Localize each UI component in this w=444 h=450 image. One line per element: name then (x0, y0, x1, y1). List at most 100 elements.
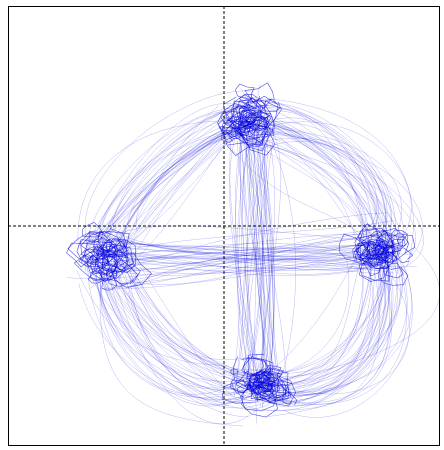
cluster-right-loop (390, 229, 408, 245)
cluster-right-loop (339, 233, 371, 263)
trajectory-line (129, 243, 376, 284)
cluster-top-loop (216, 110, 252, 135)
trajectory-line (247, 132, 380, 232)
trajectory-line (106, 244, 394, 274)
trajectory-line (81, 230, 367, 272)
cluster-left-loop (108, 243, 127, 256)
trajectory-line (223, 121, 384, 252)
trajectory-line (271, 267, 408, 397)
trajectory-line (94, 233, 388, 264)
trajectory-line (242, 128, 263, 376)
cluster-left-loop (89, 269, 103, 282)
trajectory-line (131, 237, 364, 287)
cluster-left-loop (104, 245, 136, 274)
trajectory-line (108, 232, 375, 257)
trajectory-line (247, 100, 387, 258)
trajectory-line (275, 241, 383, 393)
trajectory-line (239, 97, 388, 256)
trajectory-line (101, 107, 251, 246)
trajectory-line (231, 260, 384, 377)
cluster-right-loop (363, 256, 384, 277)
cluster-top-loop (238, 98, 283, 136)
trajectory-line (262, 114, 367, 247)
cluster-left-loop (97, 244, 108, 254)
trajectory-line (264, 244, 394, 386)
trajectory-line (118, 241, 384, 285)
trajectory-line (238, 136, 249, 374)
trajectory-line (102, 257, 262, 382)
cluster-left-loop (100, 238, 137, 273)
trajectory-line (250, 245, 364, 374)
cluster-top-loop (244, 82, 275, 108)
trajectory-line (99, 275, 241, 405)
trajectory-line (110, 247, 276, 397)
cluster-top-loop (253, 115, 271, 130)
trajectory-line (246, 123, 263, 374)
trajectory-line (241, 132, 275, 394)
cluster-bottom-loop (255, 377, 267, 388)
trajectory-line (85, 239, 392, 271)
cluster-right-loop (361, 244, 380, 257)
trajectory-line (271, 141, 296, 376)
cluster-right-loop (366, 244, 395, 263)
cluster-top-loop (239, 95, 279, 129)
trajectory-line (94, 245, 395, 274)
cluster-bottom-loop (244, 376, 275, 401)
cluster-top-loop (234, 83, 255, 100)
cluster-left-loop (110, 263, 141, 285)
trajectory-line (250, 132, 283, 390)
trajectory-line (261, 124, 282, 390)
trajectory-line (109, 111, 239, 259)
trajectory-line (111, 258, 393, 276)
cluster-left-loop (67, 231, 106, 264)
cluster-left-loop (108, 238, 125, 250)
phase-plot (8, 6, 440, 446)
trajectory-line (120, 257, 262, 360)
cluster-bottom-loop (248, 382, 269, 399)
cluster-left-loop (80, 231, 116, 260)
cluster-left-loop (98, 266, 117, 281)
cluster-right-loop (379, 233, 406, 254)
trajectory-line (240, 130, 287, 397)
trajectory-line (77, 120, 235, 250)
trajectory-line (115, 105, 219, 261)
cluster-bottom-loop (256, 371, 282, 389)
cluster-bottom-loop (230, 368, 239, 375)
cluster-top-loop (256, 116, 270, 131)
trajectory-line (254, 100, 378, 232)
trajectory-line (124, 220, 394, 252)
cluster-left-loop (93, 253, 126, 279)
trajectory-line (253, 119, 268, 377)
trajectory-line (99, 126, 229, 255)
cluster-left-loop (101, 277, 118, 291)
plot-frame (8, 6, 440, 446)
cluster-right-loop (378, 266, 409, 286)
trajectory-line (107, 235, 378, 272)
cluster-left-loop (95, 263, 112, 275)
trajectory-line (263, 144, 271, 391)
trajectory-line (237, 120, 249, 375)
trajectory-line (225, 139, 379, 258)
trajectory-line (119, 241, 230, 407)
trajectory-line (261, 253, 392, 405)
cluster-top-loop (222, 104, 248, 129)
trajectory-line (270, 266, 412, 393)
trajectory-line (246, 127, 270, 392)
trajectory-line (128, 291, 276, 410)
cluster-top-loop (218, 119, 234, 132)
cluster-right-loop (354, 228, 395, 260)
trajectory-line (94, 121, 234, 254)
cluster-top-loop (233, 105, 263, 128)
trajectory-line (121, 251, 376, 275)
trajectory-line (259, 254, 381, 401)
trajectory-line (246, 115, 266, 370)
trajectory-line (117, 247, 384, 264)
cluster-left-loop (80, 248, 102, 263)
trajectory-line (122, 125, 234, 246)
trajectory-line (101, 232, 372, 289)
trajectory-line (101, 261, 267, 391)
cluster-left-loop (81, 221, 103, 238)
cluster-right-loop (382, 232, 416, 262)
trajectory-line (90, 116, 271, 245)
trajectory-line (252, 118, 399, 243)
